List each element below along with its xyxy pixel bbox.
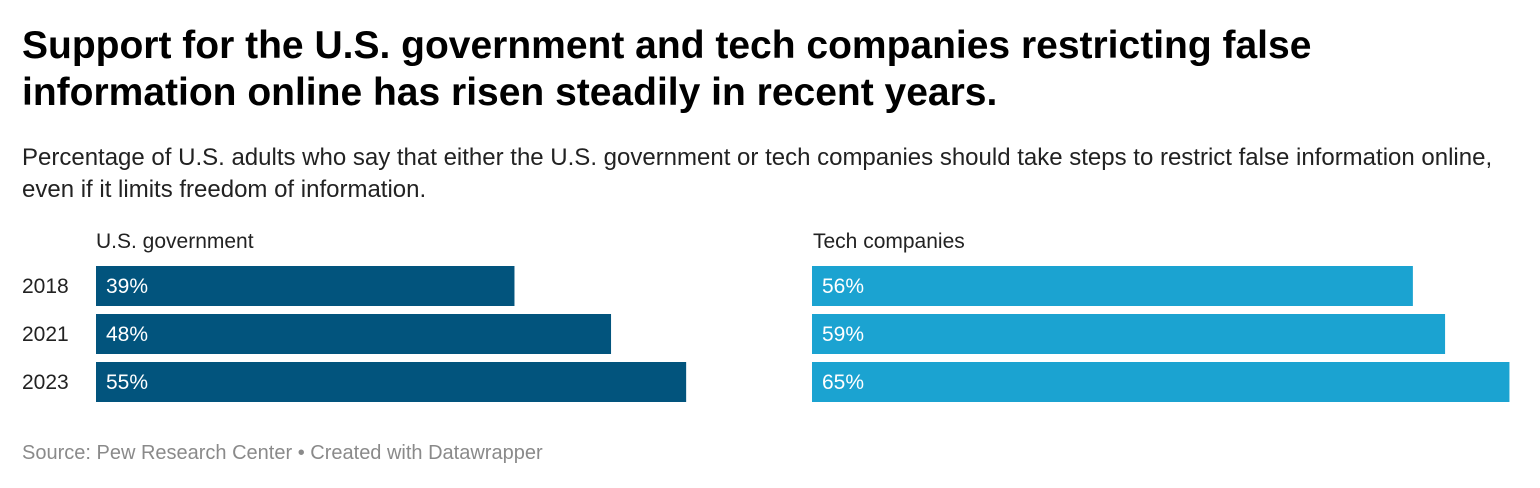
footer-separator: • [297, 442, 305, 464]
bar-tech-companies-2018 [812, 266, 1413, 306]
bar-u-s-government-2023 [96, 362, 687, 402]
bar-u-s-government-2018 [96, 266, 515, 306]
bar-chart: 2018 2021 2023 39% 48% 55% 56% 59% 65% [22, 266, 1510, 402]
data-label-tech-companies-2018: 56% [822, 275, 864, 298]
bar-tech-companies-2021 [812, 314, 1446, 354]
source-footer: Source: Pew Research Center • Created wi… [22, 442, 543, 465]
bar-tech-companies-2023 [812, 362, 1510, 402]
category-label-2023: 2023 [22, 371, 69, 394]
panel-title-tech-companies: Tech companies [813, 230, 965, 253]
data-label-u-s-government-2021: 48% [106, 323, 148, 346]
credit-text: Created with Datawrapper [310, 442, 543, 464]
source-text: Source: Pew Research Center [22, 442, 293, 464]
category-label-2018: 2018 [22, 275, 69, 298]
data-label-u-s-government-2023: 55% [106, 371, 148, 394]
category-label-2021: 2021 [22, 323, 69, 346]
data-label-tech-companies-2023: 65% [822, 371, 864, 394]
data-label-tech-companies-2021: 59% [822, 323, 864, 346]
panel-title-us-government: U.S. government [96, 230, 254, 253]
bar-u-s-government-2021 [96, 314, 612, 354]
chart-title: Support for the U.S. government and tech… [22, 24, 1312, 114]
chart-subtitle: Percentage of U.S. adults who say that e… [22, 144, 1493, 203]
data-label-u-s-government-2018: 39% [106, 275, 148, 298]
